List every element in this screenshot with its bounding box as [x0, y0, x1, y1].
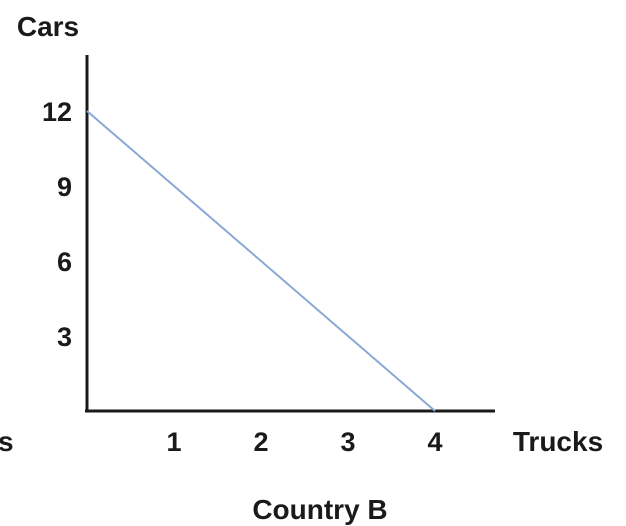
series-layer	[86, 110, 436, 412]
chart-caption: Country B	[252, 494, 387, 525]
y-tick-label-3: 3	[57, 322, 72, 352]
x-tick-label-3: 3	[340, 427, 355, 457]
axes	[85, 55, 495, 413]
series-line-0	[86, 110, 436, 412]
left-edge-label-fragment: s	[0, 426, 14, 457]
x-tick-label-4: 4	[427, 427, 442, 457]
x-tick-label-2: 2	[253, 427, 268, 457]
y-tick-label-12: 12	[42, 97, 72, 127]
y-tick-label-9: 9	[57, 172, 72, 202]
y-tick-label-6: 6	[57, 247, 72, 277]
x-tick-label-1: 1	[166, 427, 181, 457]
x-axis-title: Trucks	[513, 426, 603, 457]
y-axis-title: Cars	[17, 11, 79, 42]
